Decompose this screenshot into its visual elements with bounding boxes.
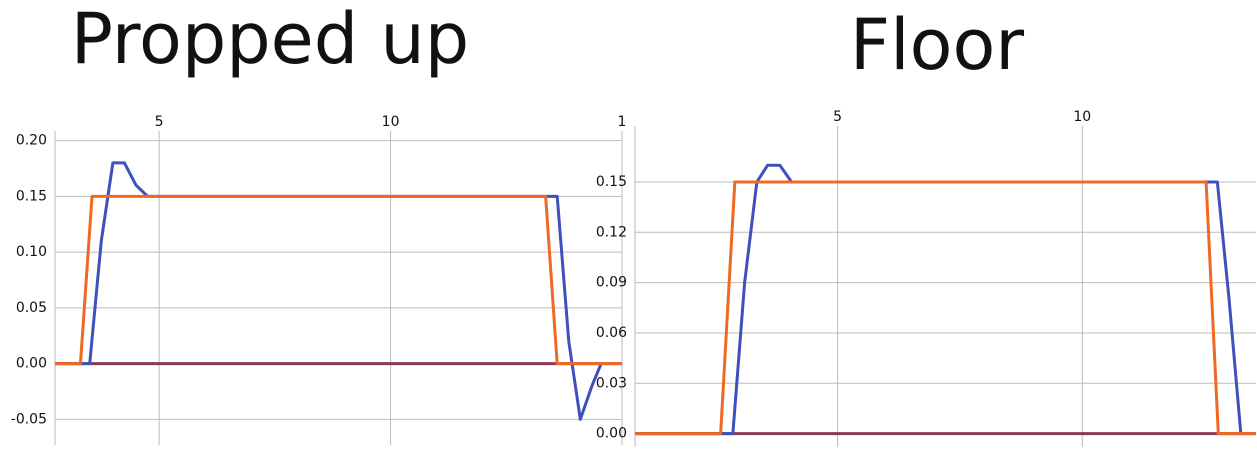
y-tick-label: 0.15 xyxy=(596,174,627,190)
y-tick-label: 0.00 xyxy=(596,426,627,442)
x-tick-label: 1 xyxy=(618,114,627,130)
y-tick-label: 0.15 xyxy=(16,188,47,204)
y-tick-label: 0.00 xyxy=(16,356,47,372)
series-line xyxy=(635,163,1243,436)
y-tick-label: 0.09 xyxy=(596,275,627,291)
x-tick-label: 10 xyxy=(382,114,400,130)
series-line xyxy=(55,161,603,421)
y-tick-label: -0.05 xyxy=(11,411,47,427)
series-line xyxy=(55,194,622,366)
series-line xyxy=(635,180,1256,436)
y-tick-label: 0.12 xyxy=(596,224,627,240)
y-tick-label: 0.05 xyxy=(16,300,47,316)
chart-title: Propped up xyxy=(71,0,469,80)
y-tick-label: 0.06 xyxy=(596,325,627,341)
x-tick-label: 10 xyxy=(1073,109,1091,125)
x-tick-label: 5 xyxy=(833,109,842,125)
chart-title: Floor xyxy=(850,4,1024,86)
x-tick-label: 5 xyxy=(155,114,164,130)
y-tick-label: 0.03 xyxy=(596,375,627,391)
y-tick-label: 0.20 xyxy=(16,133,47,149)
y-tick-label: 0.10 xyxy=(16,244,47,260)
